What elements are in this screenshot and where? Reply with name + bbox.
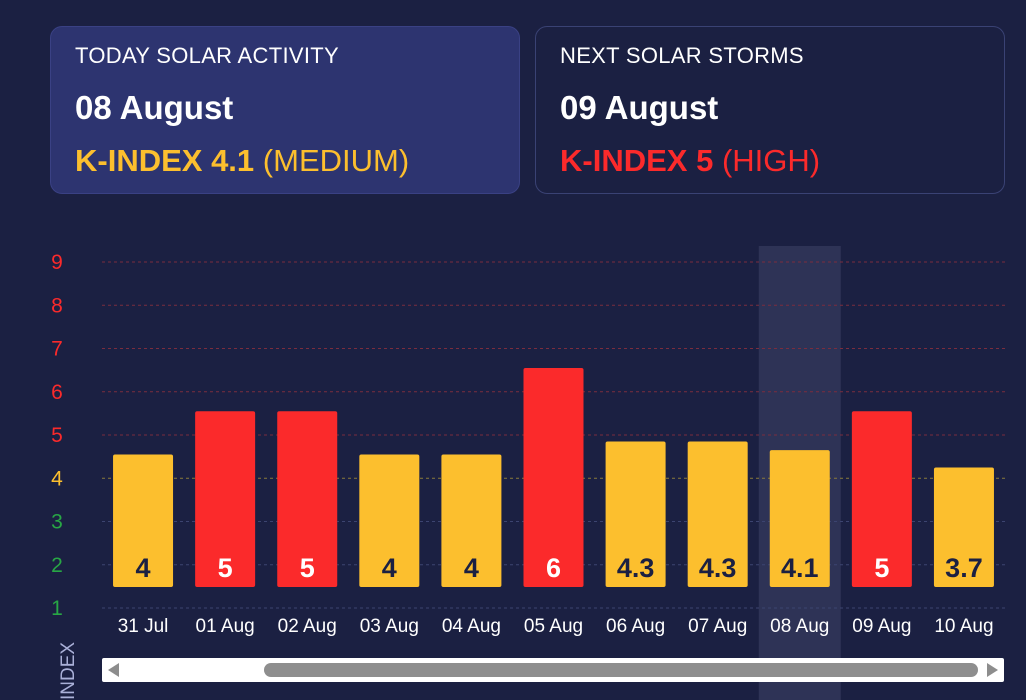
next-kindex: K-INDEX 5 (HIGH) <box>560 143 980 179</box>
x-tick-label: 07 Aug <box>688 616 747 637</box>
bar <box>769 450 830 587</box>
bar-value-label: 5 <box>218 553 233 583</box>
x-tick-label: 03 Aug <box>360 616 419 637</box>
next-card-date: 09 August <box>560 89 719 126</box>
bar-value-label: 6 <box>546 553 561 583</box>
y-tick-label: 5 <box>51 424 63 447</box>
bar <box>687 441 748 587</box>
today-card-label: TODAY SOLAR ACTIVITY <box>75 43 339 68</box>
y-tick-label: 3 <box>51 511 63 534</box>
y-tick-label: 8 <box>51 294 63 317</box>
today-activity-card: TODAY SOLAR ACTIVITY 08 August K-INDEX 4… <box>50 26 520 194</box>
next-card-label: NEXT SOLAR STORMS <box>560 43 804 68</box>
today-kindex: K-INDEX 4.1 (MEDIUM) <box>75 143 495 179</box>
bar <box>441 454 502 587</box>
y-tick-label: 2 <box>51 554 63 577</box>
x-tick-label: 05 Aug <box>524 616 583 637</box>
bar <box>359 454 420 587</box>
chevron-right-icon[interactable] <box>987 663 998 677</box>
y-tick-label: 4 <box>51 467 63 490</box>
x-tick-label: 06 Aug <box>606 616 665 637</box>
bar <box>933 467 994 587</box>
bar-value-label: 4 <box>464 553 479 583</box>
bar <box>277 411 338 587</box>
y-tick-label: 7 <box>51 338 63 361</box>
x-tick-label: 04 Aug <box>442 616 501 637</box>
bar <box>195 411 256 587</box>
x-tick-label: 09 Aug <box>852 616 911 637</box>
bar-value-label: 4.1 <box>781 553 819 583</box>
bar-value-label: 4 <box>382 553 397 583</box>
y-tick-label: 1 <box>51 597 63 620</box>
x-tick-label: 02 Aug <box>278 616 337 637</box>
today-kindex-value: K-INDEX 4.1 <box>75 143 255 178</box>
bar-value-label: 4.3 <box>617 553 655 583</box>
bar <box>851 411 912 587</box>
chevron-left-icon[interactable] <box>108 663 119 677</box>
bar-value-label: 4.3 <box>699 553 737 583</box>
x-tick-label: 08 Aug <box>770 616 829 637</box>
y-tick-label: 6 <box>51 381 63 404</box>
bar-value-label: 5 <box>300 553 315 583</box>
chart-scrollbar[interactable] <box>102 658 1004 682</box>
next-kindex-level: (HIGH) <box>721 143 821 178</box>
scrollbar-thumb[interactable] <box>264 663 978 677</box>
bar-value-label: 3.7 <box>945 553 983 583</box>
x-tick-label: 10 Aug <box>934 616 993 637</box>
next-storms-card: NEXT SOLAR STORMS 09 August K-INDEX 5 (H… <box>535 26 1005 194</box>
bar <box>113 454 174 587</box>
today-kindex-level: (MEDIUM) <box>262 143 410 178</box>
today-card-date: 08 August <box>75 89 234 126</box>
bar <box>605 441 666 587</box>
x-tick-label: 01 Aug <box>196 616 255 637</box>
bar <box>523 367 584 587</box>
bar-value-label: 5 <box>874 553 889 583</box>
bar-value-label: 4 <box>136 553 151 583</box>
x-tick-label: 31 Jul <box>118 616 169 637</box>
y-tick-label: 9 <box>51 251 63 274</box>
next-kindex-value: K-INDEX 5 <box>560 143 714 178</box>
